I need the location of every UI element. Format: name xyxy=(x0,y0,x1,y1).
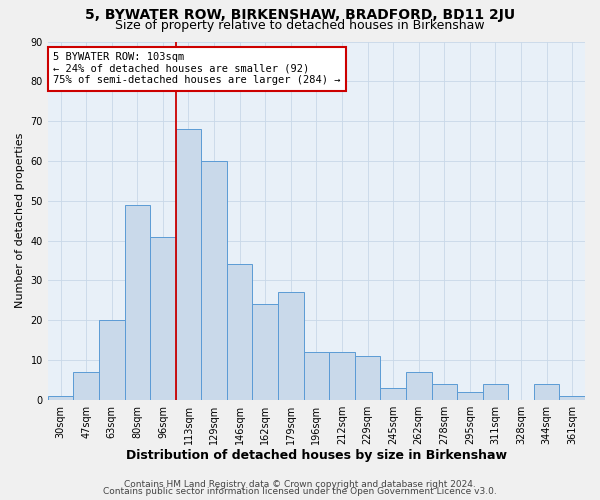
Bar xyxy=(99,320,125,400)
Bar xyxy=(482,384,508,400)
Bar xyxy=(355,356,380,400)
Bar xyxy=(201,161,227,400)
Bar xyxy=(380,388,406,400)
Bar xyxy=(48,396,73,400)
Bar xyxy=(125,204,150,400)
Text: Contains public sector information licensed under the Open Government Licence v3: Contains public sector information licen… xyxy=(103,487,497,496)
Bar xyxy=(176,129,201,400)
Bar xyxy=(73,372,99,400)
Text: 5 BYWATER ROW: 103sqm
← 24% of detached houses are smaller (92)
75% of semi-deta: 5 BYWATER ROW: 103sqm ← 24% of detached … xyxy=(53,52,341,86)
Bar xyxy=(406,372,431,400)
Bar xyxy=(227,264,253,400)
Text: Contains HM Land Registry data © Crown copyright and database right 2024.: Contains HM Land Registry data © Crown c… xyxy=(124,480,476,489)
Bar xyxy=(304,352,329,400)
Bar xyxy=(253,304,278,400)
Bar xyxy=(457,392,482,400)
X-axis label: Distribution of detached houses by size in Birkenshaw: Distribution of detached houses by size … xyxy=(126,450,507,462)
Text: Size of property relative to detached houses in Birkenshaw: Size of property relative to detached ho… xyxy=(115,18,485,32)
Bar xyxy=(534,384,559,400)
Y-axis label: Number of detached properties: Number of detached properties xyxy=(15,133,25,308)
Bar xyxy=(329,352,355,400)
Bar xyxy=(278,292,304,400)
Bar xyxy=(431,384,457,400)
Bar xyxy=(150,236,176,400)
Text: 5, BYWATER ROW, BIRKENSHAW, BRADFORD, BD11 2JU: 5, BYWATER ROW, BIRKENSHAW, BRADFORD, BD… xyxy=(85,8,515,22)
Bar xyxy=(559,396,585,400)
